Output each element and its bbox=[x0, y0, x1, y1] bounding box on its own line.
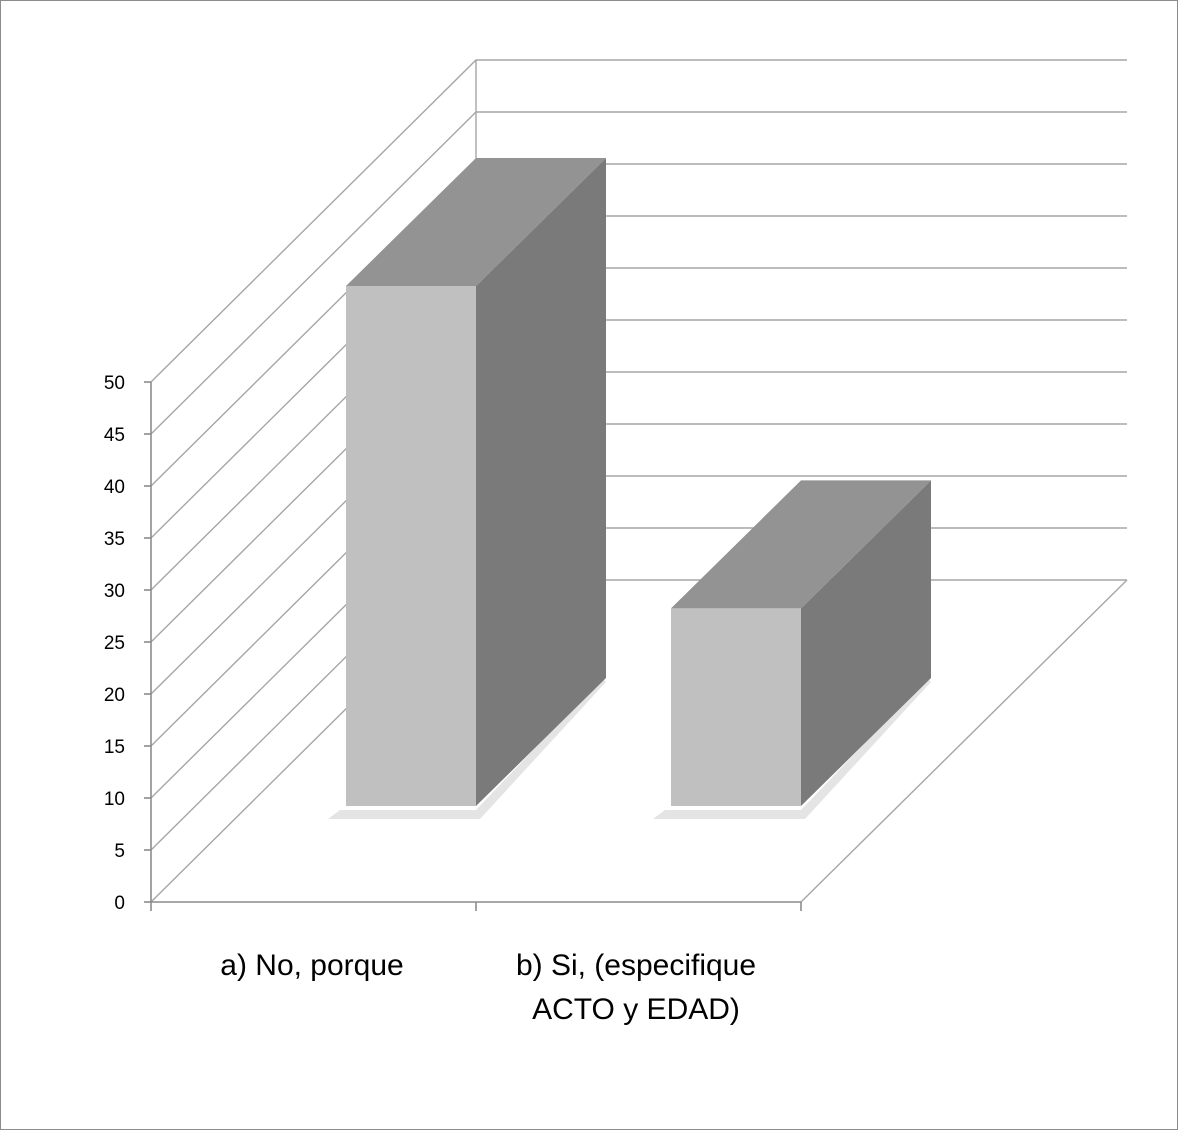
gridlines bbox=[150, 59, 1128, 903]
y-tick-label: 10 bbox=[104, 789, 125, 810]
gridline-5 bbox=[150, 527, 1127, 851]
bar-front-face bbox=[346, 286, 476, 806]
gridline-45 bbox=[150, 111, 1127, 435]
y-tick-label: 15 bbox=[104, 737, 125, 758]
gridline-10 bbox=[150, 475, 1127, 799]
bars bbox=[328, 158, 931, 819]
gridline-40 bbox=[150, 163, 1127, 487]
y-tick-label: 45 bbox=[104, 425, 125, 446]
bar-front-face bbox=[671, 608, 801, 806]
gridline-15 bbox=[150, 423, 1127, 747]
gridline-35 bbox=[150, 215, 1127, 539]
gridline-50 bbox=[150, 59, 1127, 383]
gridline-30 bbox=[150, 267, 1127, 591]
bar-top-face bbox=[671, 480, 931, 609]
y-tick-label: 25 bbox=[104, 633, 125, 654]
x-category-label: ACTO y EDAD) bbox=[532, 993, 740, 1026]
floor-edge-right bbox=[800, 579, 1128, 903]
bar-2 bbox=[653, 480, 931, 819]
bar-1 bbox=[328, 158, 606, 819]
gridline-25 bbox=[150, 319, 1127, 643]
y-tick-label: 5 bbox=[114, 841, 125, 862]
y-tick-label: 30 bbox=[104, 581, 125, 602]
y-tick-label: 0 bbox=[114, 893, 125, 914]
labels: 0 5 10 15 20 25 30 35 40 45 50 a) No, porque b) Si, … bbox=[104, 373, 756, 1026]
y-tick-label: 35 bbox=[104, 529, 125, 550]
bar-side-face bbox=[801, 480, 931, 806]
gridline-0 bbox=[150, 579, 1127, 903]
axes bbox=[144, 381, 802, 911]
y-tick-label: 50 bbox=[104, 373, 125, 394]
y-tick-label: 20 bbox=[104, 685, 125, 706]
y-tick-label: 40 bbox=[104, 477, 125, 498]
bar-top-face bbox=[346, 158, 606, 286]
x-category-label: b) Si, (especifique bbox=[516, 949, 756, 982]
x-category-label: a) No, porque bbox=[220, 949, 403, 982]
bar-side-face bbox=[476, 158, 606, 806]
gridline-20 bbox=[150, 371, 1127, 695]
